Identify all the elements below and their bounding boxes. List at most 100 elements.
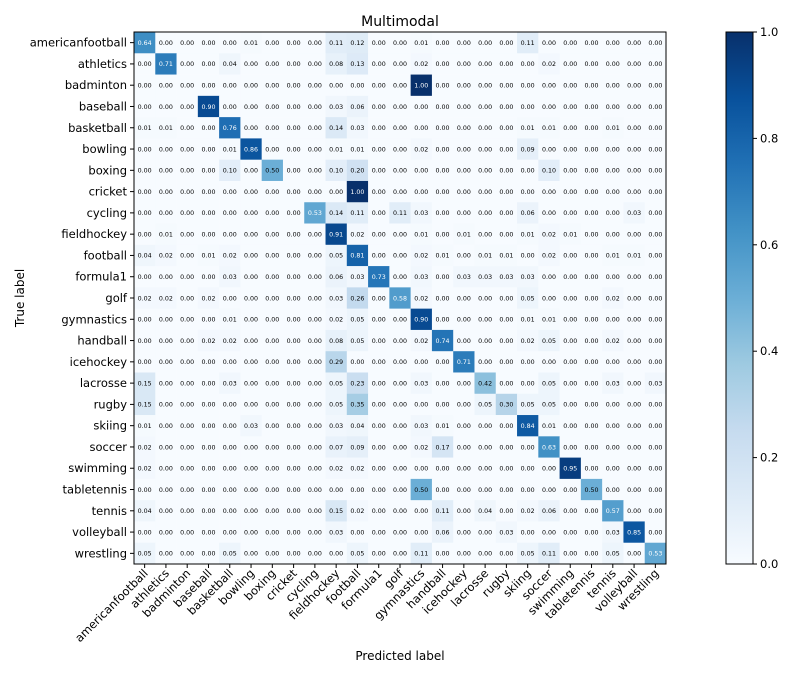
cell-value-label: 0.76 [223,125,237,132]
cell-value-label: 0.00 [457,338,471,345]
cell-value-label: 0.00 [372,295,386,302]
cell-value-label: 0.00 [457,402,471,409]
heatmap-cell [623,138,646,160]
cell-value-label: 0.03 [499,274,513,281]
heatmap-cell [346,308,369,331]
cell-value-label: 0.03 [414,210,428,217]
heatmap-cell [155,308,177,331]
heatmap-cell [644,138,667,160]
cell-value-label: 0.00 [223,104,237,111]
cell-value-label: 0.00 [393,253,407,260]
cell-value-label: 0.00 [563,444,577,451]
cell-value-label: 0.00 [457,83,471,90]
heatmap-cell [431,159,454,182]
cell-value-label: 0.00 [287,423,301,430]
heatmap-cell [431,223,454,246]
cell-value-label: 0.00 [436,274,450,281]
heatmap-cell [282,53,305,75]
cell-value-label: 0.00 [436,125,450,132]
cell-value-label: 0.00 [436,210,450,217]
heatmap-cell [282,95,305,118]
heatmap-cell [623,244,646,267]
heatmap-cell [261,244,284,267]
heatmap-cell [261,266,284,288]
heatmap-cell [517,393,539,416]
heatmap-cell [538,521,560,544]
cell-value-label: 0.00 [180,338,194,345]
heatmap-cell [368,32,390,54]
heatmap-cell [538,244,560,267]
y-tick-label: soccer [90,440,128,454]
heatmap-cell [197,457,220,480]
heatmap-cell [602,244,624,267]
cell-value-label: 0.00 [138,104,152,111]
y-tick-label: boxing [88,163,127,177]
cell-value-label: 0.00 [627,274,641,281]
cell-value-label: 0.00 [627,317,641,324]
colorbar-tick-label: 0.2 [760,451,778,465]
cell-value-label: 0.00 [287,61,301,68]
heatmap-cell [644,32,667,54]
cell-value-label: 0.05 [521,551,535,558]
cell-value-label: 0.00 [585,189,599,196]
cell-value-label: 0.85 [627,529,641,536]
cell-value-label: 0.00 [648,508,662,515]
cell-value-label: 0.00 [159,317,173,324]
heatmap-cell [389,457,411,480]
y-tick-label: rugby [94,397,128,411]
heatmap-cell [602,95,624,118]
heatmap-cell [644,202,667,224]
cell-value-label: 0.00 [180,551,194,558]
heatmap-cell [282,223,305,246]
heatmap-cell [282,287,305,309]
cell-value-label: 0.00 [372,380,386,387]
heatmap-cell [559,478,582,501]
heatmap-cell [197,478,220,501]
cell-value-label: 0.00 [606,402,620,409]
heatmap-cell [453,287,475,309]
heatmap-cell [346,244,369,267]
heatmap-cell [261,223,284,246]
heatmap-cell [495,287,518,309]
heatmap-cell [304,436,326,458]
heatmap-cell [176,393,199,416]
heatmap-cell [602,521,624,544]
heatmap-cell [240,244,262,267]
heatmap-cell [176,32,199,54]
cell-value-label: 0.00 [585,83,599,90]
cell-value-label: 0.00 [606,61,620,68]
heatmap-cell [389,180,411,203]
heatmap-cell [431,95,454,118]
heatmap-cell [261,329,284,352]
heatmap-cell [474,117,497,139]
heatmap-cell [325,372,348,395]
heatmap-cell [474,351,497,373]
heatmap-cell [580,287,603,309]
heatmap-cell [368,521,390,544]
heatmap-cell [495,159,518,182]
cell-value-label: 0.00 [265,125,279,132]
heatmap-cell [495,308,518,331]
heatmap-cell [155,521,177,544]
cell-value-label: 0.00 [542,146,556,153]
heatmap-cell [389,223,411,246]
colorbar-tick-label: 0.0 [760,557,778,571]
heatmap-cell [559,521,582,544]
heatmap-cell [495,521,518,544]
heatmap-cell [240,351,262,373]
heatmap-cell [453,95,475,118]
cell-value-label: 0.00 [648,231,662,238]
heatmap-cell [495,457,518,480]
heatmap-cell [282,478,305,501]
heatmap-cell [134,180,156,203]
cell-value-label: 0.14 [329,210,343,217]
cell-value-label: 0.00 [372,402,386,409]
heatmap-cell [623,32,646,54]
heatmap-cell [431,117,454,139]
heatmap-cell [623,202,646,224]
cell-value-label: 0.71 [159,61,173,68]
heatmap-cell [623,478,646,501]
cell-value-label: 0.00 [542,83,556,90]
cell-value-label: 0.00 [521,529,535,536]
cell-value-label: 0.00 [265,146,279,153]
